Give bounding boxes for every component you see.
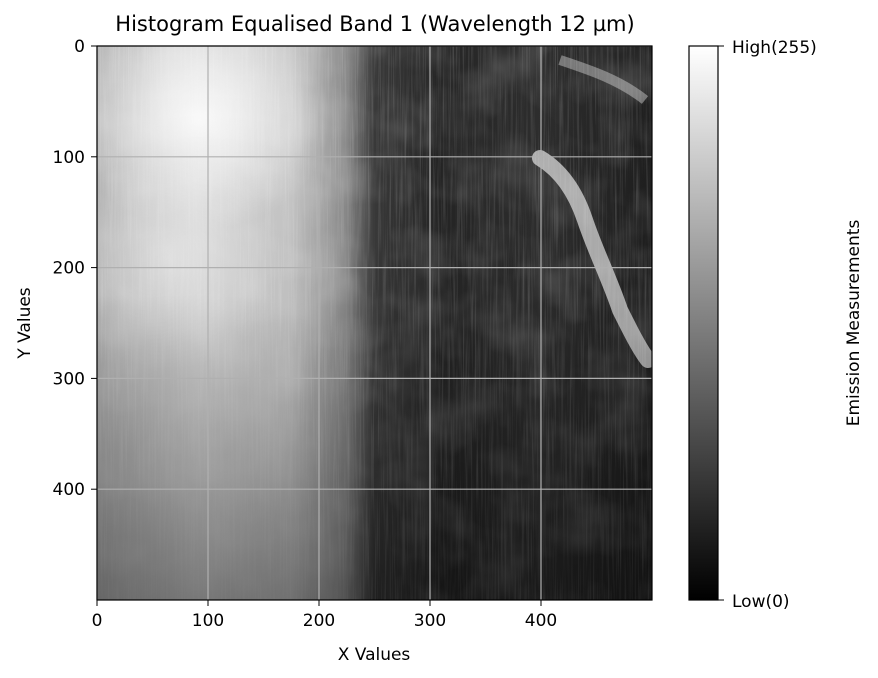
colorbar-title: Emission Measurements	[844, 220, 864, 427]
colorbar-low-label: Low(0)	[732, 592, 790, 612]
x-tick-label: 300	[414, 611, 446, 631]
x-tick-label: 0	[92, 611, 103, 631]
y-tick-label: 200	[53, 259, 85, 279]
y-axis-ticks: 0 100 200 300 400	[53, 37, 97, 500]
colorbar-high-label: High(255)	[732, 38, 817, 58]
y-tick-label: 0	[74, 37, 85, 57]
colorbar-gradient	[688, 45, 719, 601]
x-axis-ticks: 0 100 200 300 400	[92, 600, 557, 631]
colorbar: High(255) Low(0) Emission Measurements	[688, 38, 864, 612]
heatmap-image	[97, 46, 652, 600]
x-tick-label: 100	[192, 611, 224, 631]
x-tick-label: 400	[525, 611, 557, 631]
chart-title: Histogram Equalised Band 1 (Wavelength 1…	[115, 12, 634, 36]
x-axis-label: X Values	[338, 645, 411, 665]
bottom-shade	[97, 46, 652, 600]
y-tick-label: 300	[53, 369, 85, 389]
y-tick-label: 400	[53, 480, 85, 500]
x-tick-label: 200	[303, 611, 335, 631]
y-axis-label: Y Values	[15, 287, 35, 359]
y-tick-label: 100	[53, 148, 85, 168]
plot-frame	[96, 45, 653, 601]
